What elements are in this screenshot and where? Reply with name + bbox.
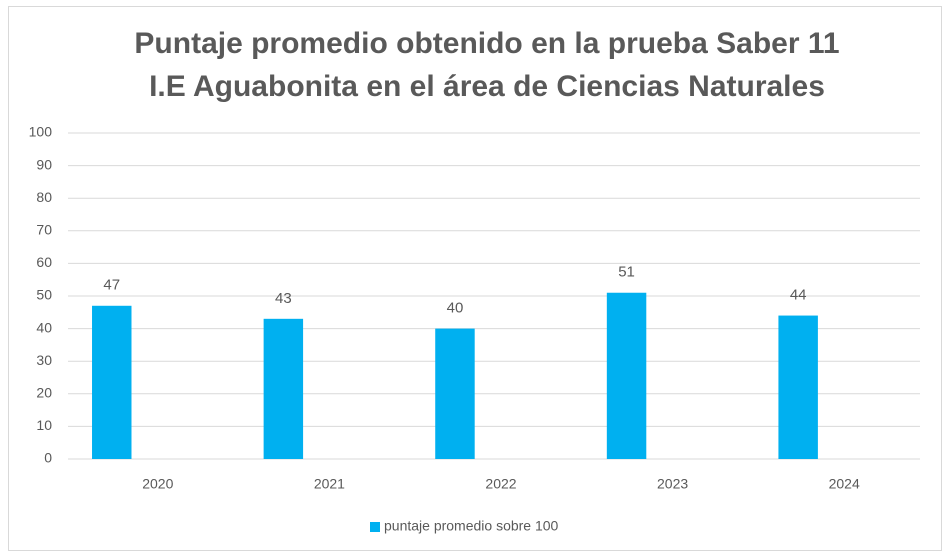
data-label: 51 (618, 264, 635, 281)
bar (263, 318, 304, 459)
x-tick-label: 2024 (829, 476, 860, 492)
bar (435, 328, 475, 459)
y-tick-label: 50 (36, 287, 52, 303)
chart-title: I.E Aguabonita en el área de Ciencias Na… (149, 70, 825, 103)
x-tick-label: 2020 (142, 476, 173, 492)
y-tick-label: 20 (36, 385, 52, 401)
data-label: 47 (103, 277, 120, 294)
y-tick-label: 40 (36, 319, 52, 335)
y-tick-label: 10 (36, 417, 52, 433)
y-tick-label: 90 (36, 156, 52, 172)
y-tick-label: 30 (36, 352, 52, 368)
bar (92, 305, 132, 459)
y-tick-label: 60 (36, 254, 52, 270)
x-tick-label: 2022 (485, 476, 516, 492)
legend-swatch (370, 522, 380, 532)
data-label: 44 (790, 287, 807, 304)
y-tick-label: 70 (36, 222, 52, 238)
chart-title: Puntaje promedio obtenido en la prueba S… (134, 27, 839, 60)
legend-label: puntaje promedio sobre 100 (384, 518, 559, 534)
y-tick-label: 80 (36, 189, 52, 205)
data-label: 40 (447, 300, 464, 317)
data-label: 43 (275, 290, 292, 307)
chart-border (8, 6, 942, 551)
x-tick-label: 2021 (314, 476, 345, 492)
bar (606, 292, 647, 459)
y-tick-label: 100 (29, 124, 53, 140)
bar (778, 315, 818, 459)
x-tick-label: 2023 (657, 476, 688, 492)
y-tick-label: 0 (44, 450, 52, 466)
